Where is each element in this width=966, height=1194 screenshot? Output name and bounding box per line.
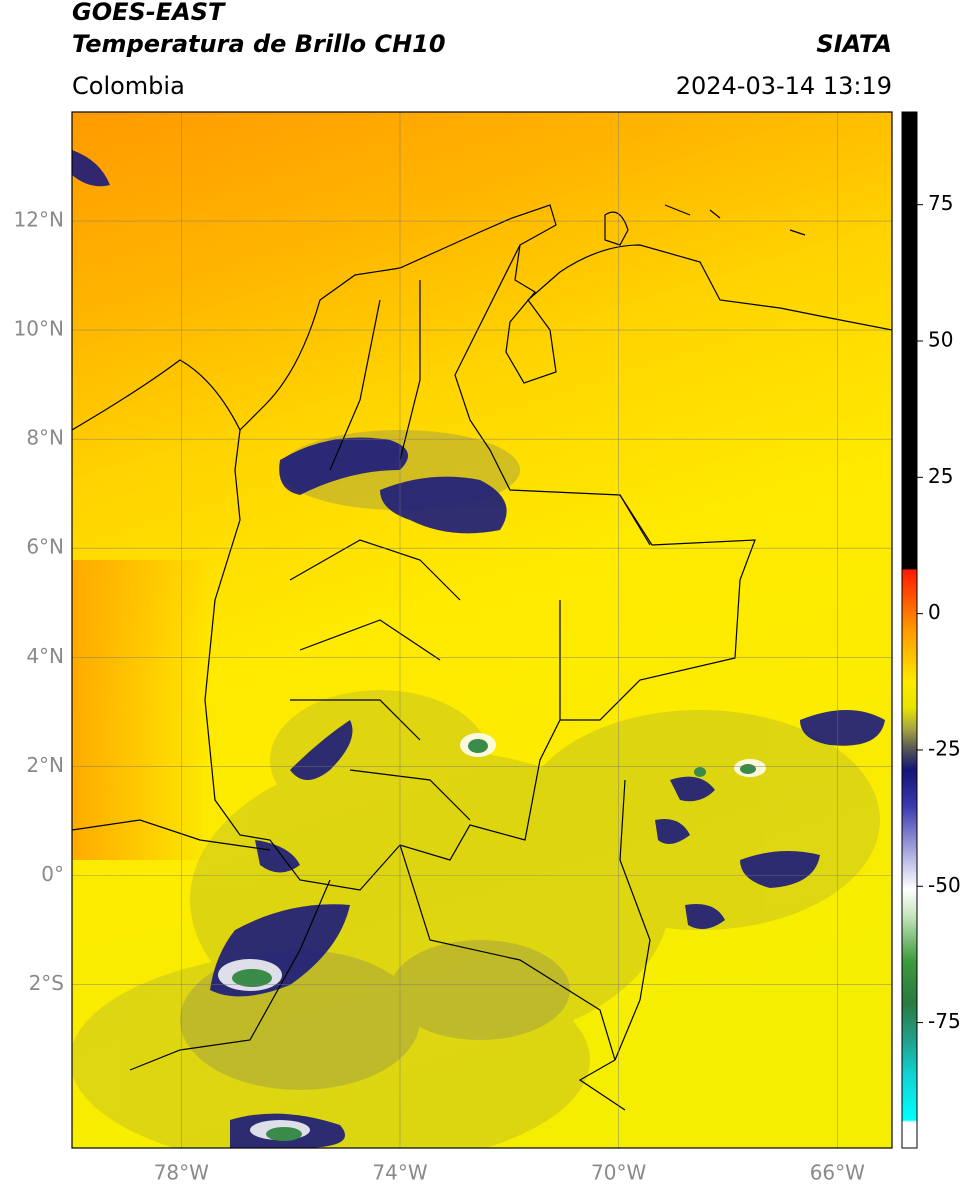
colorbar-tick-label: 50 bbox=[928, 328, 953, 352]
y-tick-label: 2°N bbox=[26, 753, 64, 777]
y-tick-label: 4°N bbox=[26, 644, 64, 668]
y-tick-label: 2°S bbox=[29, 971, 64, 995]
colorbar-tick-label: 25 bbox=[928, 464, 953, 488]
colorbar-tick-label: 75 bbox=[928, 191, 953, 215]
grid bbox=[72, 112, 892, 1148]
map-frame bbox=[71, 111, 893, 1149]
timestamp: 2024-03-14 13:19 bbox=[676, 72, 892, 100]
colorbar-tick-label: -50 bbox=[928, 873, 961, 897]
x-tick-label: 70°W bbox=[591, 1161, 646, 1185]
y-tick-label: 6°N bbox=[26, 535, 64, 559]
subtitle: Temperatura de Brillo CH10 bbox=[72, 30, 446, 58]
y-tick-label: 10°N bbox=[14, 317, 64, 341]
x-tick-label: 66°W bbox=[810, 1161, 865, 1185]
x-tick-label: 78°W bbox=[154, 1161, 209, 1185]
colorbar bbox=[901, 111, 918, 1149]
colorbar-tick-label: -75 bbox=[928, 1009, 961, 1033]
source: SIATA bbox=[816, 30, 892, 58]
map-image bbox=[72, 112, 892, 1148]
colorbar-tick-label: 0 bbox=[928, 600, 941, 624]
y-tick-label: 0° bbox=[41, 862, 64, 886]
colorbar-tick-label: -25 bbox=[928, 736, 961, 760]
y-tick-label: 12°N bbox=[14, 208, 64, 232]
y-tick-label: 8°N bbox=[26, 426, 64, 450]
region: Colombia bbox=[72, 72, 185, 100]
x-tick-label: 74°W bbox=[372, 1161, 427, 1185]
title: GOES-EAST bbox=[72, 0, 226, 26]
